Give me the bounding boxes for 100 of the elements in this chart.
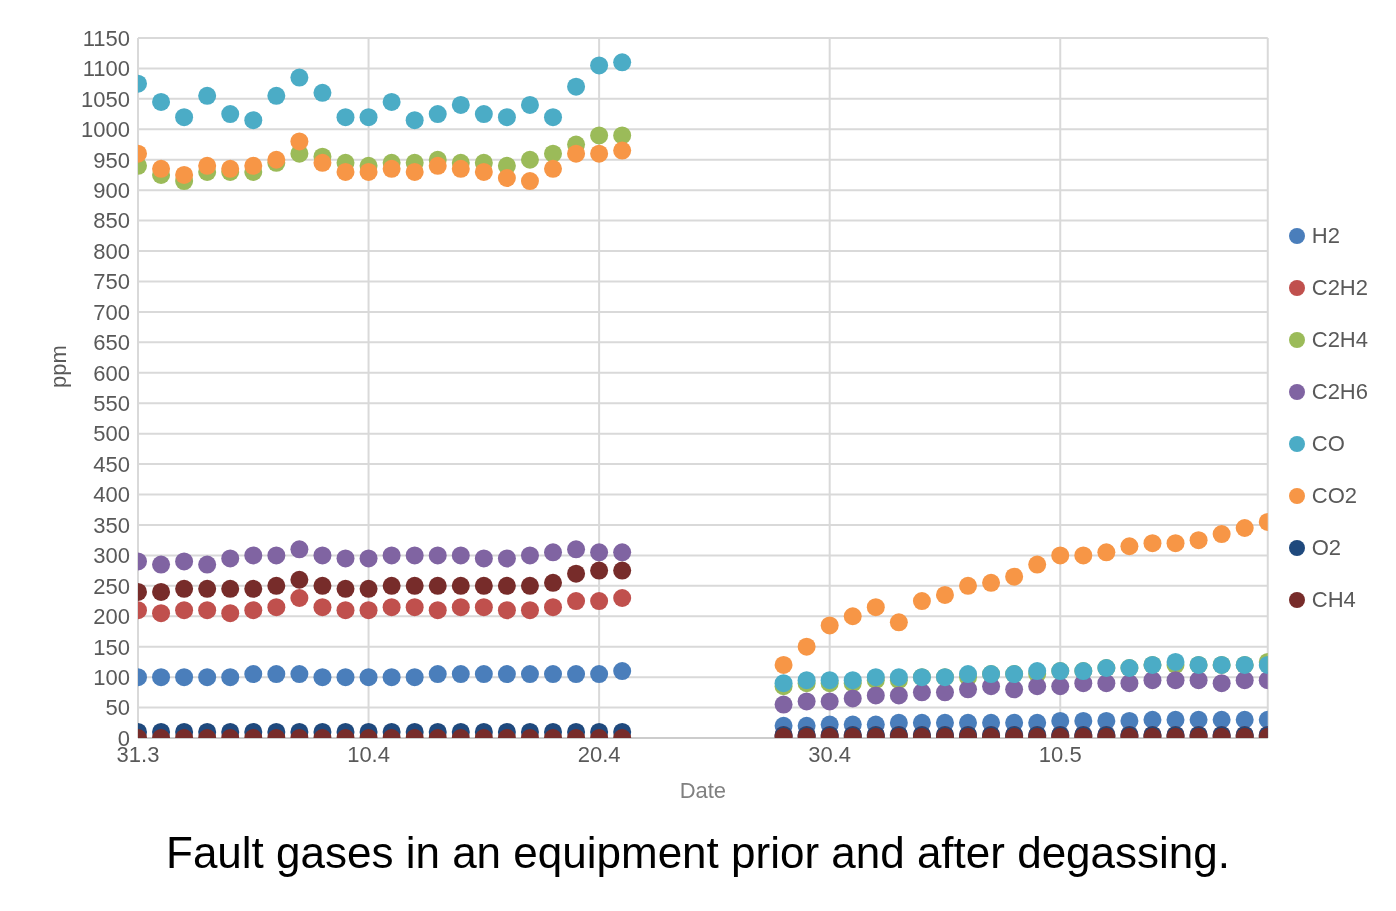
point [935,585,954,604]
point [359,162,378,181]
point [1235,671,1254,690]
point [567,564,586,583]
point [290,132,309,151]
point [474,549,493,568]
point [544,598,563,617]
point [152,555,171,574]
point [774,695,793,714]
y-tick-label: 50 [105,695,130,721]
point [428,576,447,595]
point [866,686,885,705]
point [290,68,309,87]
y-tick-label: 600 [93,360,130,386]
x-tick-label: 10.4 [347,741,390,767]
point [567,540,586,559]
legend-label: CH4 [1311,587,1356,613]
point [428,156,447,175]
point [474,576,493,595]
point [1212,674,1231,693]
point [520,546,539,565]
point [1028,555,1047,574]
point [1189,710,1208,729]
point [1051,677,1070,696]
point [1143,710,1162,729]
point [451,665,470,684]
point [405,546,424,565]
y-tick-label: 950 [93,147,130,173]
point [959,680,978,699]
point [590,126,609,145]
point [313,83,332,102]
legend-label: CO [1311,431,1345,457]
y-tick-label: 350 [93,512,130,538]
y-tick-label: 400 [93,482,130,508]
point [567,144,586,163]
point [567,77,586,96]
legend-label: C2H2 [1311,275,1368,301]
point [567,592,586,611]
point [221,579,240,598]
point [497,169,516,187]
point [359,108,378,127]
point [244,601,263,620]
point [1166,534,1185,553]
point [405,111,424,130]
point [198,579,217,598]
point [520,172,539,191]
point [497,665,516,684]
legend-label: C2H4 [1311,327,1368,353]
point [959,576,978,595]
point [1189,531,1208,550]
point [1097,543,1116,562]
point [405,576,424,595]
point [590,592,609,611]
x-tick-label: 30.4 [808,741,852,767]
point [336,579,355,598]
x-axis-title: Date [679,778,727,803]
point [544,543,563,562]
legend-label: C2H6 [1311,379,1368,405]
point [613,662,632,681]
point [382,598,401,617]
point [912,592,931,611]
point [382,159,401,178]
point [382,668,401,687]
point [866,598,885,617]
point [359,549,378,568]
point [613,53,632,72]
y-tick-label: 150 [93,634,130,660]
point [544,665,563,684]
y-tick-label: 1000 [81,117,130,143]
point [474,665,493,684]
point [336,108,355,127]
y-tick-label: 750 [93,269,130,295]
point [1005,680,1024,699]
point [497,576,516,595]
point [520,95,539,114]
point [451,159,470,178]
point [221,668,240,687]
point [1235,519,1254,537]
point [244,579,263,598]
point [405,162,424,181]
legend-label: CO2 [1311,483,1357,509]
point [198,86,217,105]
point [290,589,309,607]
point [613,141,632,160]
point [912,683,931,702]
point [797,637,816,656]
point [982,573,1001,592]
point [590,543,609,562]
point [1120,674,1139,693]
point [221,105,240,124]
point [1097,674,1116,693]
point [843,689,862,708]
point [1028,677,1047,696]
point [175,668,194,687]
point [428,546,447,565]
point [590,144,609,163]
point [774,655,793,674]
point [544,108,563,127]
y-tick-label: 800 [93,238,130,264]
point [152,668,171,687]
